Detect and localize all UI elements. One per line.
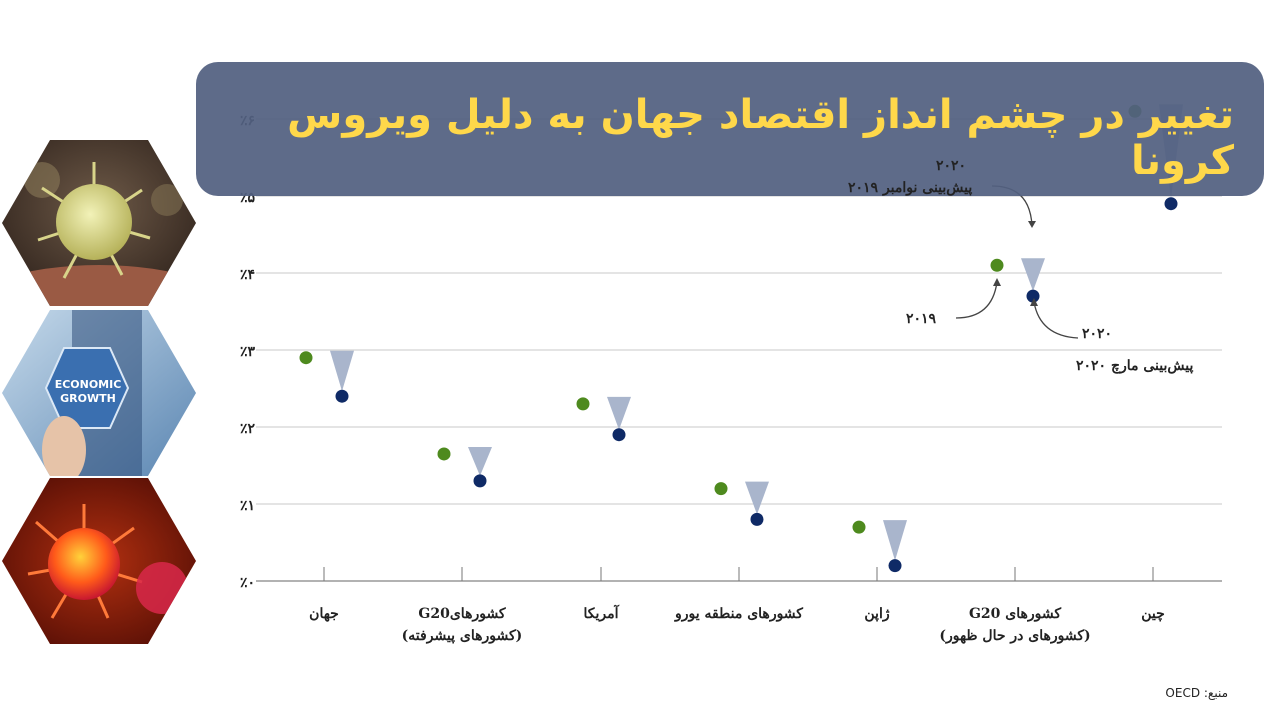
decline-triangle: [330, 350, 354, 392]
economic-text: ECONOMIC: [55, 378, 122, 391]
y-tick-label: ٪۱: [240, 498, 255, 514]
decline-triangle: [883, 520, 907, 561]
annotation-2019: ۲۰۱۹: [906, 311, 937, 327]
point-2020: [335, 389, 349, 403]
arrow-head-nov: [1028, 221, 1036, 228]
point-2020: [1026, 289, 1040, 303]
category-label: (کشورهای پیشرفته): [402, 628, 523, 644]
economic-growth-image: ECONOMIC GROWTH: [2, 310, 196, 476]
category-labels: جهان کشورهایG20 (کشورهای پیشرفته) آمریکا کشو…: [309, 604, 1165, 644]
point-2019: [852, 520, 866, 534]
category-label: کشورهای G20: [969, 606, 1061, 622]
point-2020: [612, 428, 626, 442]
annotation-nov-label: پیش‌بینی نوامبر ۲۰۱۹: [848, 180, 973, 196]
arrow-2019: [955, 281, 998, 319]
decline-triangle: [745, 481, 769, 515]
category-label: ژاپن: [864, 606, 889, 622]
annotation-nov-year: ۲۰۲۰: [936, 158, 967, 174]
y-tick-label: ٪۲: [240, 421, 256, 437]
y-tick-label: ٪۴: [240, 267, 255, 283]
category-label: کشورهایG20: [418, 606, 506, 622]
category-label: آمریکا: [583, 604, 619, 622]
point-2019: [990, 258, 1004, 272]
annotation-arrows: [955, 185, 1079, 339]
decline-triangle: [468, 446, 492, 476]
source-note: منبع: OECD: [1165, 686, 1228, 700]
y-tick-label: ٪۰: [240, 575, 255, 591]
arrow-head-2019: [993, 278, 1001, 286]
page-title: تغییر در چشم انداز اقتصاد جهان به دلیل و…: [287, 92, 1235, 184]
point-2019: [714, 482, 728, 496]
category-label: چین: [1141, 606, 1165, 622]
growth-text: GROWTH: [60, 392, 116, 405]
decline-triangle: [607, 396, 631, 430]
annotation-mar-label: پیش‌بینی مارچ ۲۰۲۰: [1076, 358, 1194, 374]
x-tick-marks: [323, 567, 1154, 581]
category-label: (کشورهای در حال ظهور): [939, 628, 1090, 644]
point-2020: [1164, 197, 1178, 211]
arrow-head-mar: [1030, 298, 1038, 306]
point-2020: [473, 474, 487, 488]
y-tick-label: ٪۳: [240, 344, 256, 360]
point-2020: [888, 559, 902, 573]
arrow-mar: [1033, 301, 1079, 339]
category-label: کشورهای منطقه یورو: [674, 606, 803, 622]
decline-triangle: [1021, 258, 1045, 292]
point-2019: [437, 447, 451, 461]
coronavirus-image: [2, 140, 196, 306]
point-2019: [299, 351, 313, 365]
annotation-mar-year: ۲۰۲۰: [1082, 326, 1113, 342]
title-banner: [196, 62, 1264, 196]
point-2019: [576, 397, 590, 411]
category-label: جهان: [309, 606, 339, 622]
red-virus-image: [2, 478, 196, 644]
point-2020: [750, 512, 764, 526]
